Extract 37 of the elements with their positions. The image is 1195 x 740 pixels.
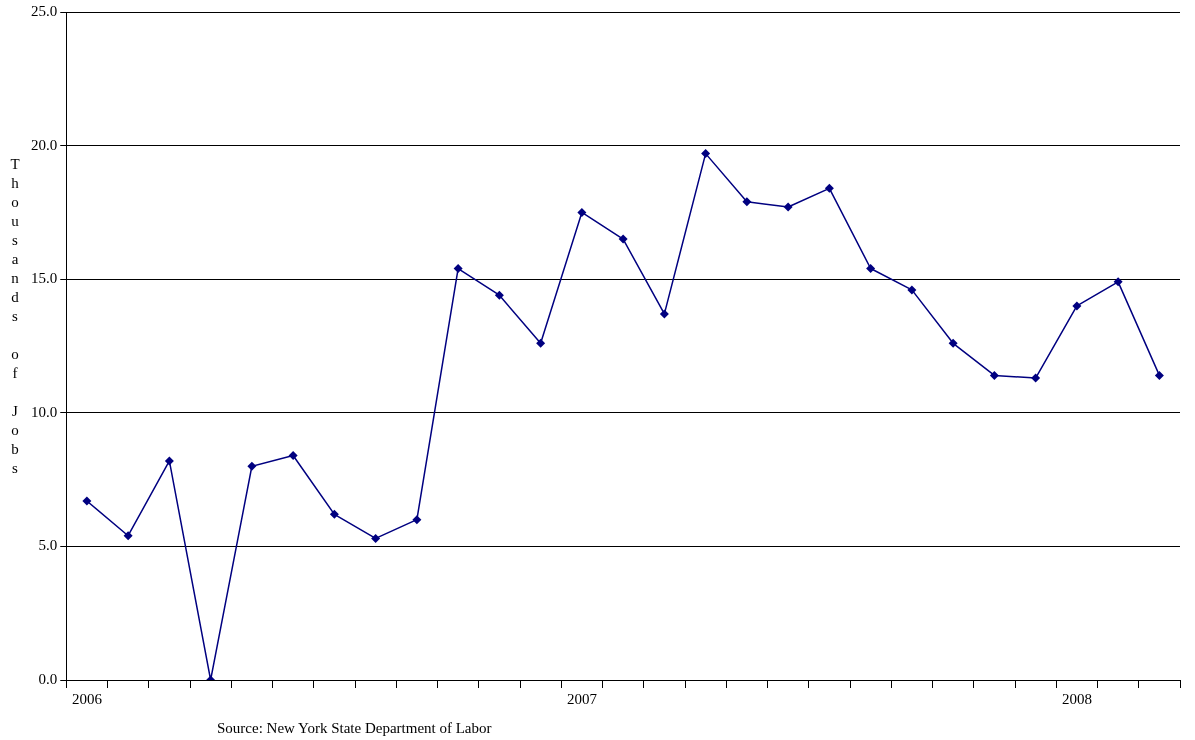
point bbox=[288, 451, 298, 461]
point bbox=[1031, 373, 1041, 383]
point bbox=[742, 197, 752, 207]
point bbox=[618, 234, 628, 244]
point bbox=[247, 461, 257, 471]
point bbox=[494, 290, 504, 300]
y-tick-label: 25.0 bbox=[31, 2, 58, 19]
point bbox=[659, 309, 669, 319]
point bbox=[412, 515, 422, 525]
point bbox=[453, 264, 463, 274]
point bbox=[82, 496, 92, 506]
point bbox=[536, 338, 546, 348]
point bbox=[824, 183, 834, 193]
point bbox=[371, 533, 381, 543]
source-note: Source: New York State Department of Labor bbox=[217, 720, 492, 737]
y-tick-label: 0.0 bbox=[38, 670, 58, 687]
y-tick-label: 20.0 bbox=[31, 136, 58, 153]
point bbox=[948, 338, 958, 348]
point bbox=[164, 456, 174, 466]
point bbox=[123, 531, 133, 541]
point bbox=[1113, 277, 1123, 287]
point bbox=[329, 509, 339, 519]
text: Thousands of Jobs bbox=[10, 156, 20, 476]
point bbox=[1072, 301, 1082, 311]
point bbox=[783, 202, 793, 212]
point bbox=[907, 285, 917, 295]
point bbox=[1154, 370, 1164, 380]
point bbox=[866, 264, 876, 274]
y-tick-label: 15.0 bbox=[31, 270, 58, 287]
x-tick-label: 2007 bbox=[566, 690, 598, 707]
point bbox=[577, 207, 587, 217]
point bbox=[701, 149, 711, 159]
x-tick-label: 2008 bbox=[1061, 690, 1092, 707]
y-tick-label: 10.0 bbox=[31, 403, 58, 420]
point bbox=[989, 370, 999, 380]
x-tick-label: 2006 bbox=[71, 690, 103, 707]
y-tick-label: 5.0 bbox=[38, 537, 58, 554]
